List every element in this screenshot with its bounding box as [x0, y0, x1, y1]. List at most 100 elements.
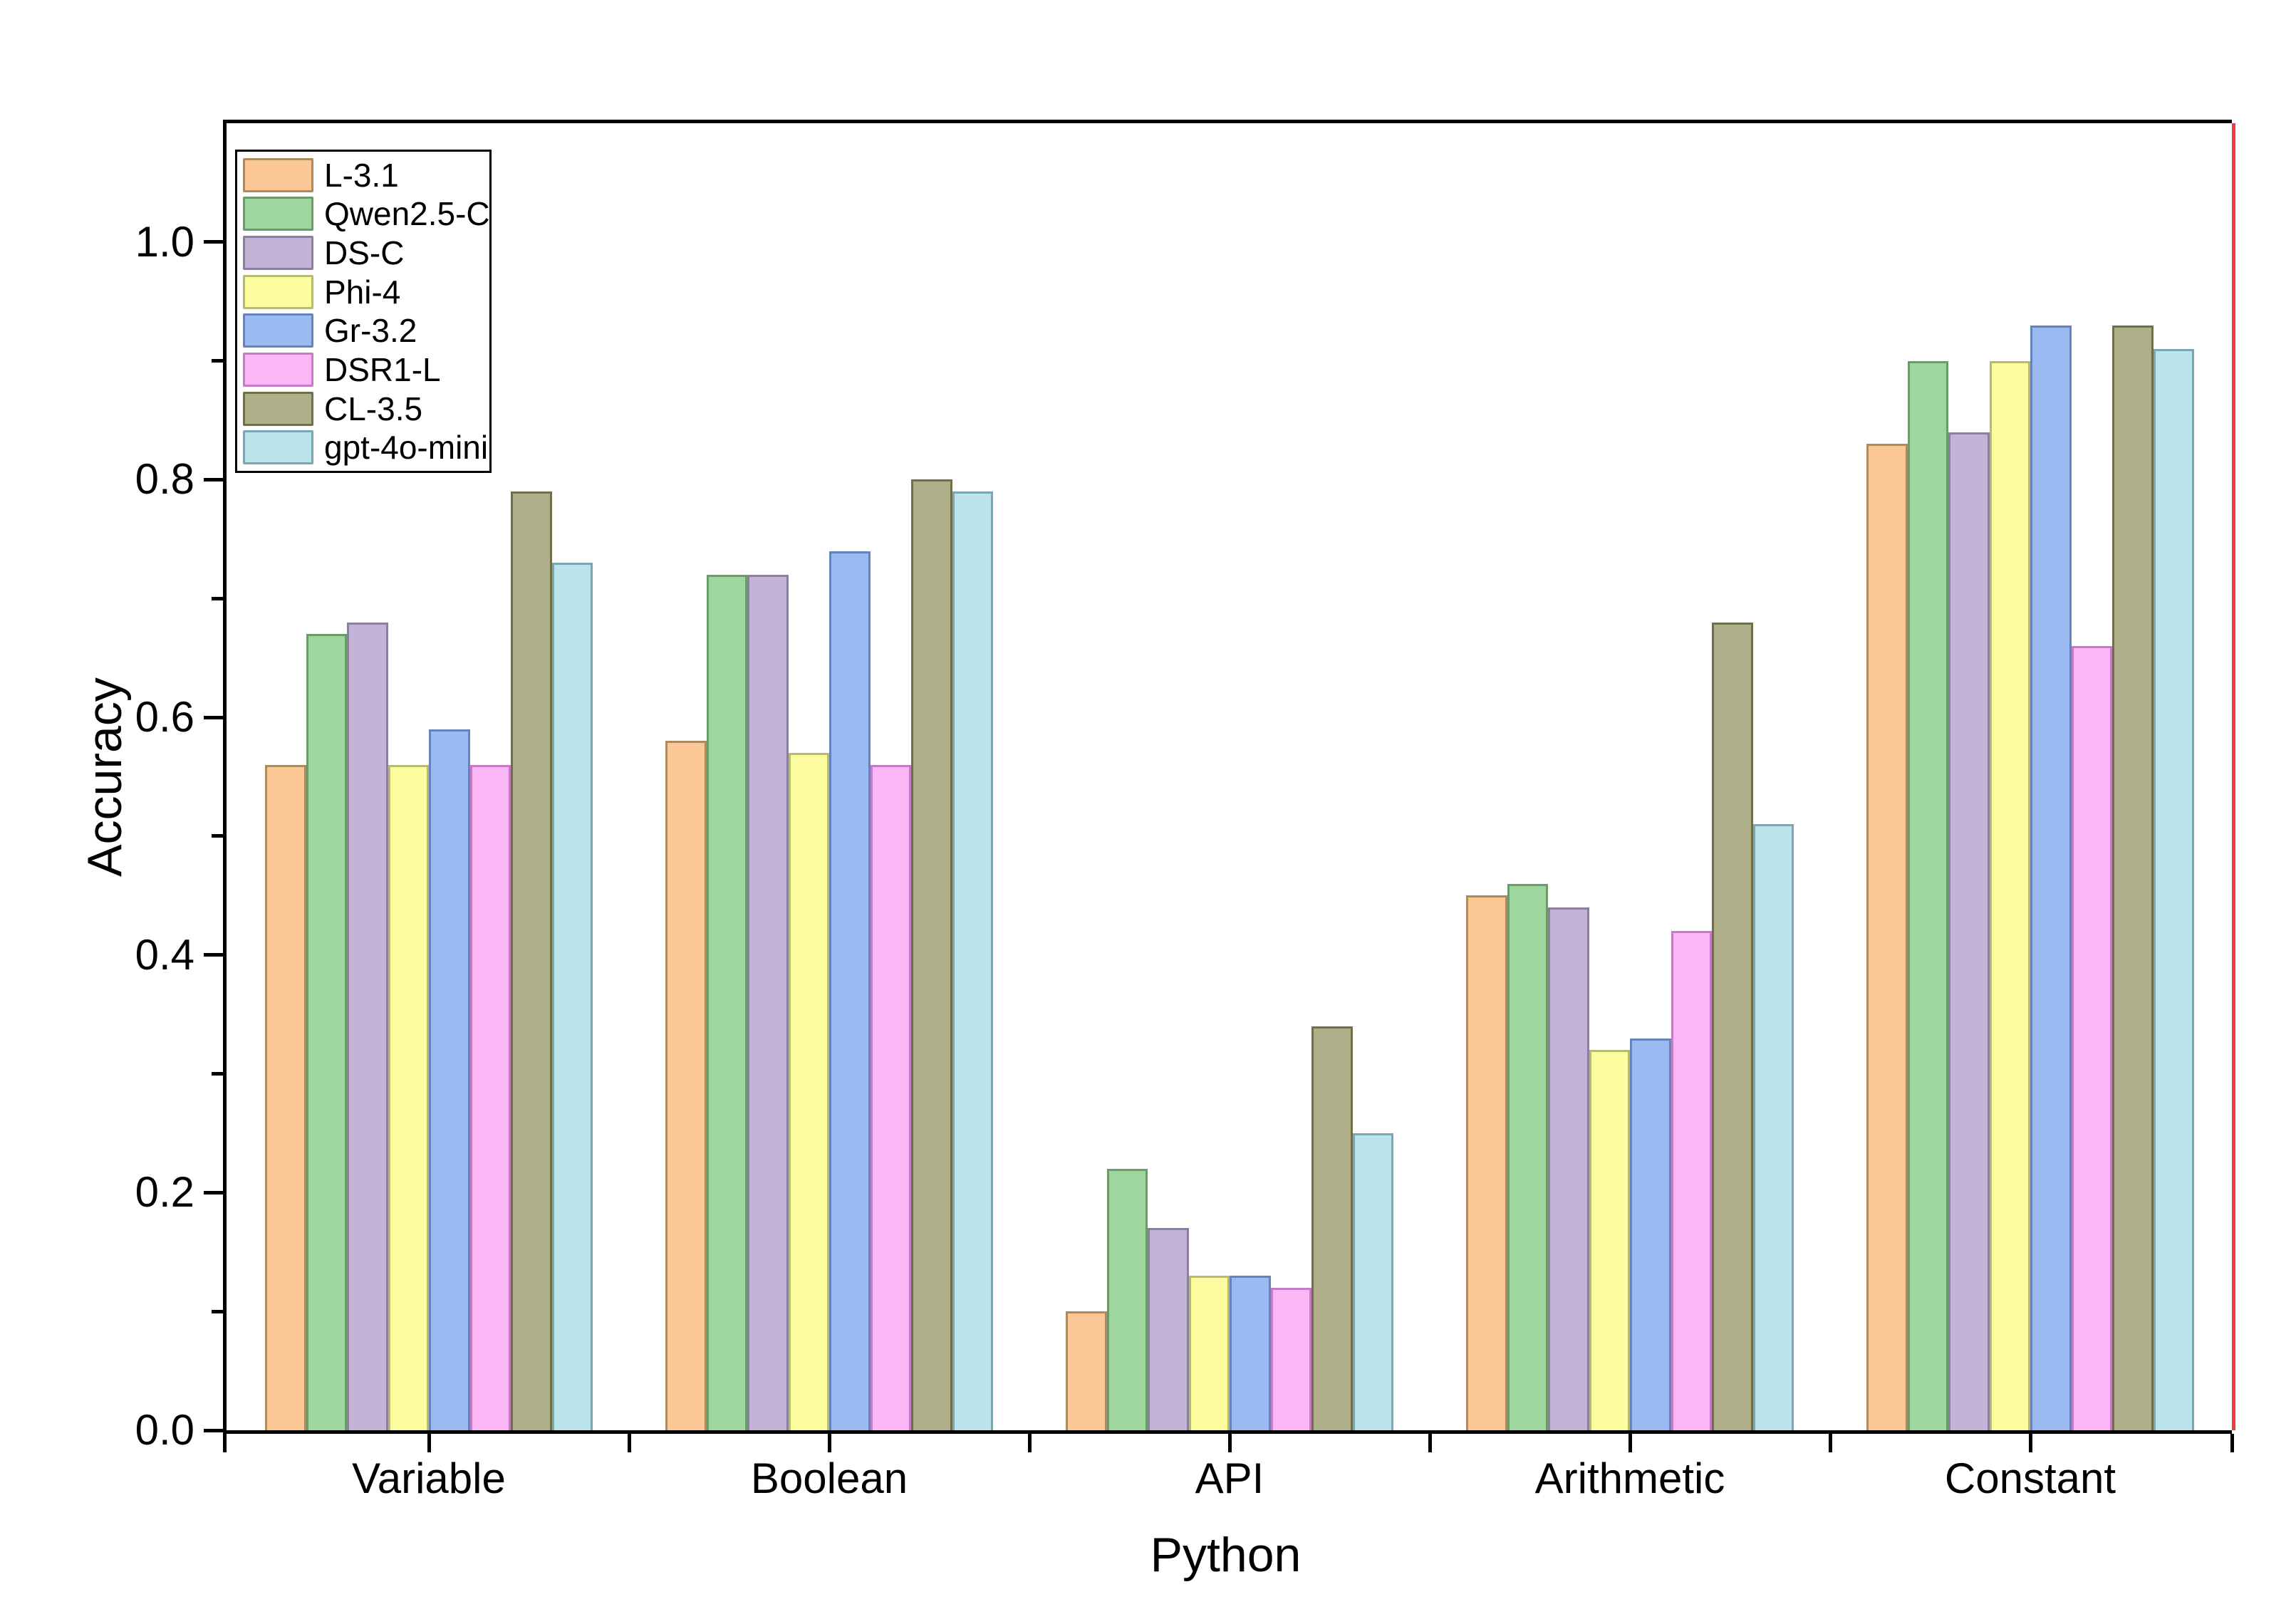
bar-cl-3.5-variable [511, 491, 552, 1430]
legend-item-phi-4: Phi-4 [243, 273, 489, 311]
y-axis-tick-label: 0.2 [135, 1168, 194, 1217]
x-category-label-api: API [1195, 1454, 1264, 1502]
bar-cl-3.5-boolean [911, 479, 952, 1430]
y-axis-minor-tick [212, 1309, 223, 1313]
bar-group-variable [265, 123, 593, 1430]
legend-item-dsr1-l: DSR1-L [243, 352, 489, 387]
legend-label: gpt-4o-mini [324, 429, 489, 467]
legend-swatch-icon [243, 391, 313, 426]
y-axis-tick-label: 1.0 [135, 217, 194, 266]
plot-area: Accuracy Python L-3.1 Qwen2.5-C DS-C Phi-4 G… [78, 120, 2235, 1581]
bar-cl-3.5-arithmetic [1712, 622, 1753, 1430]
bar-dsr1-l-constant [2071, 646, 2112, 1430]
bar-group-api [1066, 123, 1393, 1430]
bar-phi-4-constant [1989, 360, 2030, 1430]
y-axis-major-tick [204, 715, 223, 719]
bar-gpt-4o-mini-variable [551, 563, 593, 1430]
bar-cl-3.5-constant [2112, 325, 2154, 1430]
bar-dsr1-l-boolean [870, 764, 911, 1430]
legend-label: CL-3.5 [324, 390, 423, 427]
bar-phi-4-variable [388, 764, 429, 1430]
bar-qwen2.5-c-arithmetic [1507, 883, 1548, 1430]
legend-item-gr-3.2: Gr-3.2 [243, 313, 489, 348]
bar-gpt-4o-mini-api [1352, 1133, 1393, 1430]
bar-l-3.1-variable [265, 764, 306, 1430]
bar-gpt-4o-mini-boolean [952, 491, 993, 1430]
legend-item-l-3.1: L-3.1 [243, 156, 489, 194]
bar-group-arithmetic [1466, 123, 1794, 1430]
bar-phi-4-boolean [788, 753, 829, 1430]
bar-ds-c-arithmetic [1548, 907, 1589, 1430]
y-axis-minor-tick [212, 1072, 223, 1076]
bar-gr-3.2-api [1230, 1276, 1271, 1430]
x-axis-tick [827, 1434, 831, 1452]
bar-qwen2.5-c-variable [306, 634, 347, 1430]
bar-ds-c-boolean [747, 574, 789, 1430]
legend-item-qwen2.5-c: Qwen2.5-C [243, 195, 490, 233]
x-axis-tick [627, 1434, 631, 1452]
bar-gr-3.2-variable [429, 729, 470, 1430]
y-axis-minor-tick [212, 596, 223, 600]
right-axis-line [2232, 123, 2235, 1430]
bar-ds-c-variable [347, 622, 388, 1430]
y-axis-major-tick [204, 1428, 223, 1432]
legend-label: Qwen2.5-C [324, 195, 490, 233]
y-axis-tick-label: 0.0 [135, 1406, 194, 1454]
legend-swatch-icon [243, 352, 313, 387]
legend-label: Phi-4 [324, 273, 401, 311]
bar-dsr1-l-arithmetic [1671, 931, 1712, 1430]
x-axis-tick [1828, 1434, 1832, 1452]
bar-cl-3.5-api [1311, 1026, 1353, 1430]
y-axis-tick-label: 0.4 [135, 930, 194, 979]
legend-swatch-icon [243, 430, 313, 465]
x-category-label-variable: Variable [352, 1454, 506, 1502]
legend-item-ds-c: DS-C [243, 234, 489, 271]
bar-phi-4-api [1188, 1276, 1230, 1430]
bar-l-3.1-constant [1866, 444, 1908, 1430]
y-axis-major-tick [204, 477, 223, 482]
y-axis-tick-label: 0.8 [135, 455, 194, 504]
bar-qwen2.5-c-api [1106, 1169, 1148, 1430]
y-axis-minor-tick [212, 359, 223, 363]
legend-item-cl-3.5: CL-3.5 [243, 390, 489, 427]
y-axis-major-tick [204, 1190, 223, 1194]
bar-gr-3.2-arithmetic [1630, 1038, 1671, 1430]
x-axis-tick [1027, 1434, 1032, 1452]
bar-ds-c-constant [1948, 432, 1990, 1430]
bar-l-3.1-api [1066, 1311, 1107, 1430]
x-axis-tick [427, 1434, 431, 1452]
bar-gr-3.2-boolean [829, 551, 871, 1430]
bar-dsr1-l-variable [469, 764, 511, 1430]
x-category-label-boolean: Boolean [750, 1454, 908, 1502]
bar-l-3.1-arithmetic [1466, 895, 1507, 1430]
x-axis-tick [1227, 1434, 1232, 1452]
bar-dsr1-l-api [1270, 1287, 1311, 1430]
bar-phi-4-arithmetic [1589, 1050, 1630, 1430]
bar-group-boolean [665, 123, 993, 1430]
x-axis-tick [223, 1434, 227, 1452]
x-axis-tick [1428, 1434, 1432, 1452]
bar-gpt-4o-mini-arithmetic [1752, 824, 1794, 1430]
x-axis-tick [1628, 1434, 1632, 1452]
bar-gpt-4o-mini-constant [2153, 348, 2194, 1430]
y-axis-major-tick [204, 240, 223, 244]
legend-label: Gr-3.2 [324, 312, 417, 350]
legend-swatch-icon [243, 157, 313, 192]
x-axis-tick [2028, 1434, 2032, 1452]
legend-swatch-icon [243, 235, 313, 270]
legend-swatch-icon [243, 274, 313, 309]
y-axis-major-tick [204, 953, 223, 957]
bar-ds-c-api [1148, 1228, 1189, 1430]
bar-group-constant [1866, 123, 2194, 1430]
x-category-label-constant: Constant [1944, 1454, 2116, 1502]
x-axis-tick [2230, 1434, 2234, 1452]
legend-swatch-icon [243, 197, 313, 231]
bar-qwen2.5-c-boolean [706, 574, 747, 1430]
legend: L-3.1 Qwen2.5-C DS-C Phi-4 Gr-3.2 DSR1-L CL-3.… [235, 150, 492, 473]
legend-label: DS-C [324, 234, 405, 271]
bar-l-3.1-boolean [665, 741, 707, 1430]
bar-gr-3.2-constant [2030, 325, 2072, 1430]
y-axis-minor-tick [212, 834, 223, 838]
legend-label: L-3.1 [324, 156, 399, 194]
bar-qwen2.5-c-constant [1907, 360, 1948, 1430]
